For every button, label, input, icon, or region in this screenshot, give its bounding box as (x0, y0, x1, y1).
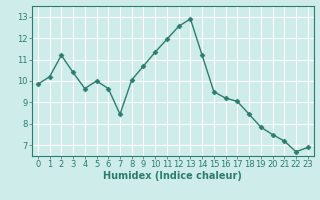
X-axis label: Humidex (Indice chaleur): Humidex (Indice chaleur) (103, 171, 242, 181)
